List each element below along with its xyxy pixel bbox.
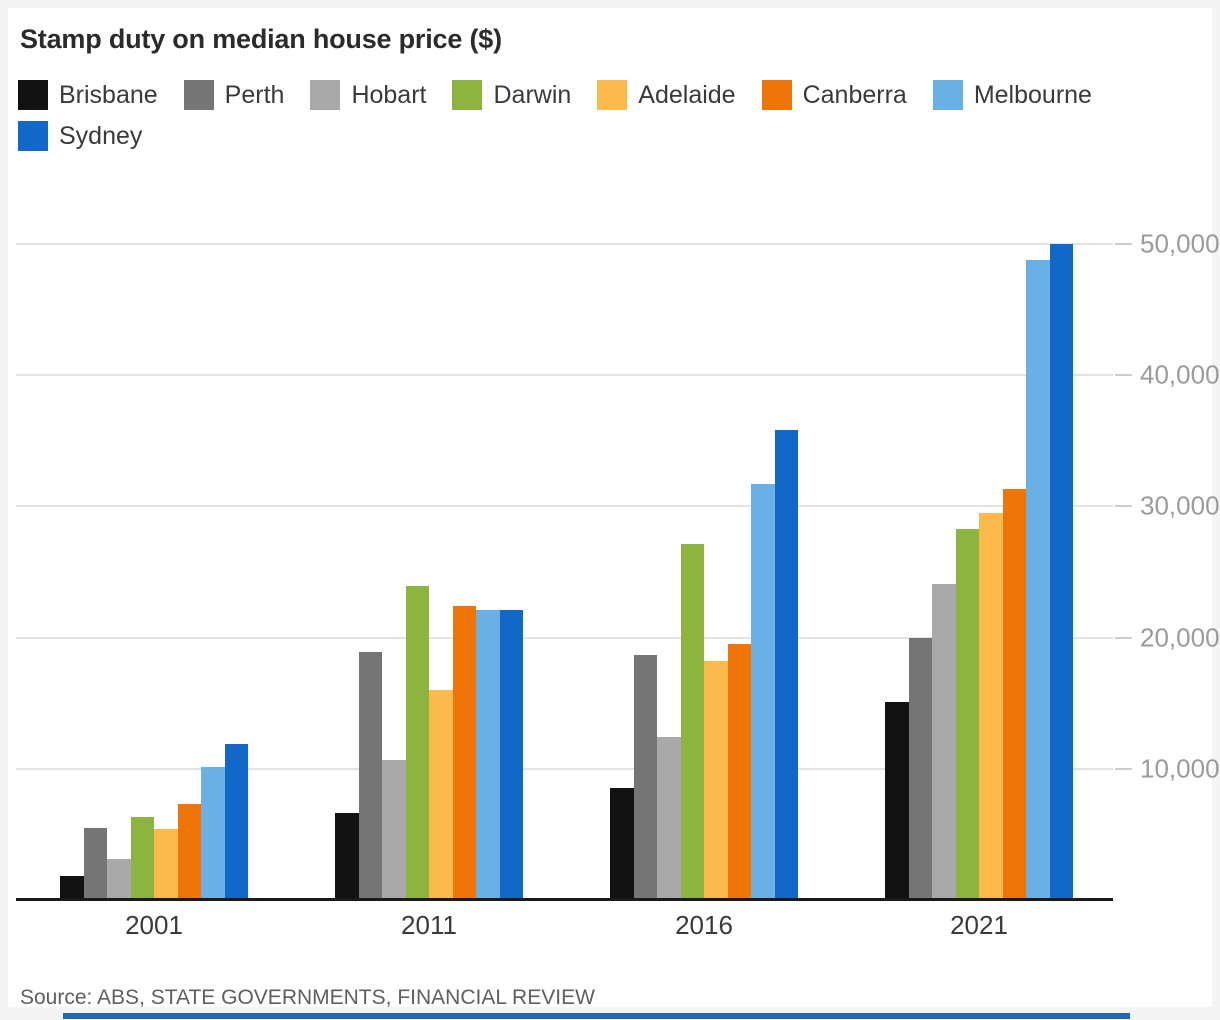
bar-canberra-2021 bbox=[1002, 489, 1026, 900]
bar-sydney-2021 bbox=[1049, 244, 1073, 900]
bar-melbourne-2011 bbox=[476, 610, 500, 900]
x-tick-label-2001: 2001 bbox=[125, 910, 183, 940]
footer-strip bbox=[8, 1007, 1212, 1020]
legend-swatch-canberra bbox=[761, 80, 792, 110]
legend-swatch-adelaide bbox=[597, 80, 628, 110]
bar-sydney-2016 bbox=[774, 430, 798, 900]
legend-label-darwin: Darwin bbox=[493, 80, 572, 109]
y-tick-mark-20000 bbox=[1115, 636, 1132, 639]
footer-brand-bar bbox=[63, 1013, 1130, 1019]
legend-item-canberra: Canberra bbox=[761, 80, 907, 110]
legend-item-adelaide: Adelaide bbox=[597, 80, 736, 110]
bar-canberra-2011 bbox=[452, 606, 476, 900]
bar-darwin-2016 bbox=[680, 544, 704, 900]
legend-item-brisbane: Brisbane bbox=[18, 80, 158, 110]
legend-label-sydney: Sydney bbox=[59, 121, 143, 150]
bar-melbourne-2021 bbox=[1026, 260, 1050, 900]
gridline-40000 bbox=[16, 374, 1113, 377]
legend-swatch-perth bbox=[183, 80, 214, 110]
bar-adelaide-2001 bbox=[154, 829, 178, 900]
y-tick-label-20000: 20,000 bbox=[1140, 622, 1220, 653]
bar-brisbane-2021 bbox=[885, 702, 909, 900]
bar-perth-2021 bbox=[908, 638, 932, 900]
legend-label-canberra: Canberra bbox=[802, 80, 907, 109]
bar-darwin-2021 bbox=[955, 529, 979, 900]
legend-label-perth: Perth bbox=[224, 80, 285, 109]
legend-swatch-brisbane bbox=[18, 80, 48, 110]
bar-melbourne-2001 bbox=[201, 767, 225, 900]
bar-hobart-2011 bbox=[382, 760, 406, 900]
bar-canberra-2016 bbox=[727, 644, 751, 900]
x-axis-line bbox=[16, 898, 1113, 901]
bar-hobart-2016 bbox=[657, 737, 681, 900]
bar-perth-2011 bbox=[358, 652, 382, 900]
bar-adelaide-2011 bbox=[429, 690, 453, 900]
y-tick-label-40000: 40,000 bbox=[1140, 359, 1220, 390]
x-tick-label-2021: 2021 bbox=[950, 910, 1008, 940]
y-tick-mark-40000 bbox=[1115, 374, 1132, 377]
bar-sydney-2011 bbox=[499, 610, 523, 900]
legend-swatch-hobart bbox=[310, 80, 341, 110]
legend-item-darwin: Darwin bbox=[452, 80, 571, 110]
legend-item-melbourne: Melbourne bbox=[932, 80, 1092, 110]
bar-brisbane-2016 bbox=[610, 788, 634, 900]
bar-canberra-2001 bbox=[177, 804, 201, 900]
legend-label-adelaide: Adelaide bbox=[638, 80, 736, 109]
bar-darwin-2001 bbox=[130, 817, 154, 900]
gridline-30000 bbox=[16, 505, 1113, 508]
bar-sydney-2001 bbox=[224, 744, 248, 900]
bar-hobart-2021 bbox=[932, 584, 956, 900]
gridline-50000 bbox=[16, 243, 1113, 245]
legend-item-hobart: Hobart bbox=[310, 80, 426, 110]
y-tick-mark-30000 bbox=[1115, 505, 1132, 508]
gridline-10000 bbox=[16, 767, 1113, 770]
legend-label-hobart: Hobart bbox=[351, 80, 427, 109]
legend-label-brisbane: Brisbane bbox=[59, 80, 158, 109]
y-tick-label-10000: 10,000 bbox=[1140, 753, 1220, 784]
legend-swatch-darwin bbox=[452, 80, 483, 110]
bar-perth-2016 bbox=[633, 655, 657, 900]
x-tick-label-2016: 2016 bbox=[675, 910, 733, 940]
y-tick-mark-10000 bbox=[1115, 767, 1132, 770]
bar-adelaide-2016 bbox=[704, 661, 728, 900]
y-tick-label-50000: 50,000 bbox=[1140, 228, 1220, 259]
legend-label-melbourne: Melbourne bbox=[973, 80, 1092, 109]
chart-legend: Brisbane Perth Hobart Darwin Adelaide Canberr… bbox=[18, 80, 1123, 151]
bar-hobart-2001 bbox=[107, 859, 131, 900]
y-tick-mark-50000 bbox=[1115, 243, 1132, 245]
legend-item-sydney: Sydney bbox=[18, 121, 142, 151]
legend-item-perth: Perth bbox=[183, 80, 285, 110]
chart-title: Stamp duty on median house price ($) bbox=[20, 24, 502, 54]
bar-melbourne-2016 bbox=[751, 484, 775, 900]
bar-brisbane-2011 bbox=[335, 813, 359, 900]
bar-adelaide-2021 bbox=[979, 513, 1003, 900]
y-tick-label-30000: 30,000 bbox=[1140, 490, 1220, 521]
bar-brisbane-2001 bbox=[60, 876, 84, 900]
bar-darwin-2011 bbox=[405, 586, 429, 900]
chart-card: Stamp duty on median house price ($) Bri… bbox=[8, 8, 1220, 1009]
bar-perth-2001 bbox=[83, 828, 107, 900]
x-tick-label-2011: 2011 bbox=[401, 910, 457, 940]
source-attribution: Source: ABS, STATE GOVERNMENTS, FINANCIA… bbox=[20, 986, 595, 1009]
legend-swatch-melbourne bbox=[932, 80, 963, 110]
legend-swatch-sydney bbox=[18, 121, 48, 151]
gridline-20000 bbox=[16, 636, 1113, 639]
